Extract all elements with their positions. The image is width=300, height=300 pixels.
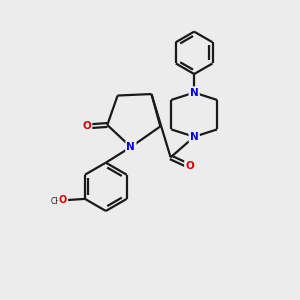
- Text: CH₃: CH₃: [50, 197, 64, 206]
- Text: O: O: [82, 122, 91, 131]
- Text: N: N: [127, 142, 135, 152]
- Text: O: O: [185, 161, 194, 171]
- Text: N: N: [190, 88, 199, 98]
- Text: O: O: [59, 195, 67, 205]
- Text: N: N: [190, 132, 199, 142]
